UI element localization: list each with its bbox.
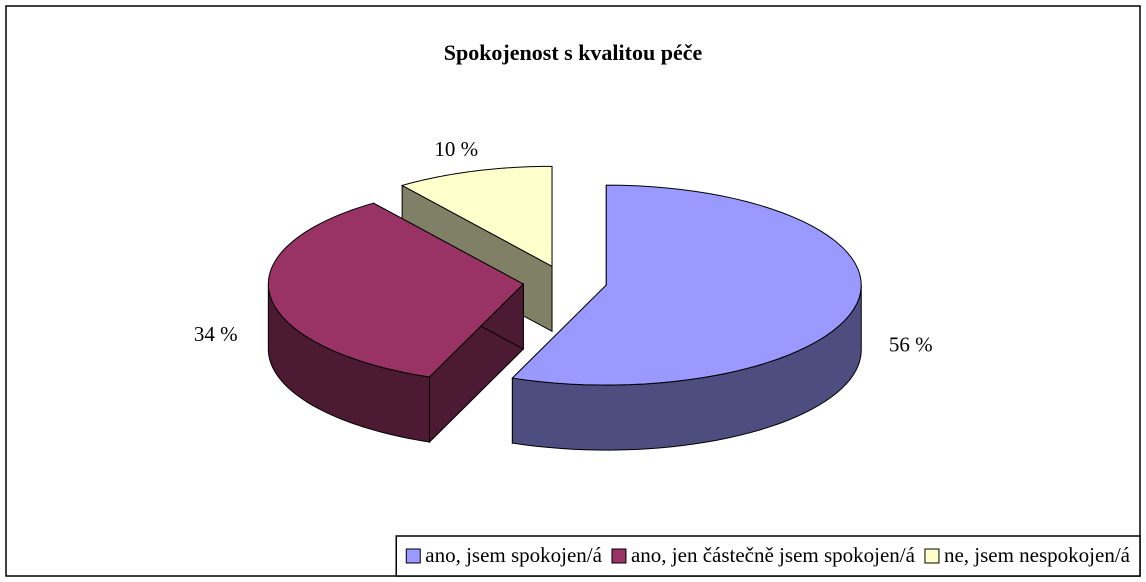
- data-label: 56 %: [889, 332, 933, 356]
- slice-top: [267, 202, 525, 378]
- pie-slice: [267, 202, 525, 444]
- legend-swatch: [924, 548, 940, 564]
- chart-title: Spokojenost s kvalitou péče: [444, 40, 703, 65]
- slice-top: [400, 165, 553, 268]
- chart-border: [5, 5, 1141, 577]
- legend-swatch: [611, 548, 627, 564]
- pie-slice: [511, 184, 862, 451]
- legend-swatch: [405, 548, 421, 564]
- legend-label: ano, jen částečně jsem spokojen/á: [631, 543, 916, 567]
- pie: 10 % 34 % 56 %: [194, 137, 933, 451]
- data-label: 10 %: [434, 137, 478, 161]
- slice-top: [511, 184, 862, 386]
- legend-label: ano, jsem spokojen/á: [425, 543, 602, 567]
- legend: ano, jsem spokojen/á ano, jen částečně js…: [395, 535, 1141, 577]
- data-label: 34 %: [194, 322, 238, 346]
- legend-label: ne, jsem nespokojen/á: [944, 543, 1131, 567]
- legend-box: [395, 535, 1141, 577]
